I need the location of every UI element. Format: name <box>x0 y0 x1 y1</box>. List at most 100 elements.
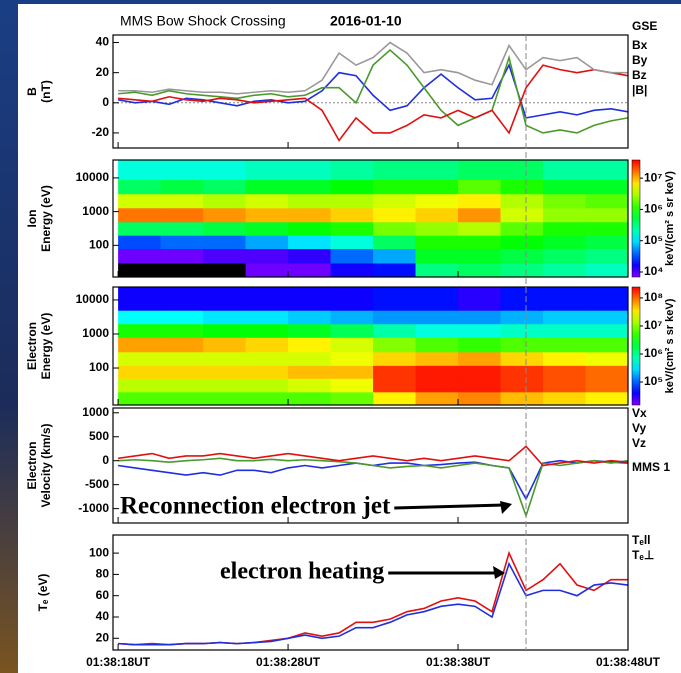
y-tick-label: -500 <box>85 477 109 491</box>
y-tick-label: 10000 <box>76 170 110 184</box>
spectrogram-cell <box>415 193 459 209</box>
spectrogram-cell <box>288 323 332 338</box>
spectrogram-cell <box>373 337 417 353</box>
spectrogram-cell <box>585 160 628 180</box>
y-tick-label: 100 <box>89 238 109 252</box>
spectrogram-cell <box>500 248 544 264</box>
spectrogram-cell <box>543 287 587 311</box>
spectrogram-cell <box>160 323 204 338</box>
spectrogram-cell <box>373 235 417 250</box>
plot-area <box>118 550 628 646</box>
spectrogram-cell <box>500 310 544 325</box>
spectrogram-cell <box>330 160 374 180</box>
spectrogram-cell <box>245 310 289 325</box>
spectrogram-cell <box>458 310 502 325</box>
spectrogram-cell <box>288 248 332 264</box>
spectrogram-cell <box>373 365 417 379</box>
plot-area <box>113 41 628 142</box>
spectrogram-cell <box>330 351 374 366</box>
spectrogram-cell <box>415 221 459 236</box>
spectrogram-cell <box>160 193 204 209</box>
spectrogram-cell <box>373 323 417 338</box>
spectrogram-cell <box>543 160 587 180</box>
legend-label: |B| <box>632 83 647 97</box>
y-axis-label: Energy (eV) <box>39 313 53 380</box>
spectrogram-cell <box>330 179 374 195</box>
spectrogram-cell <box>500 221 544 236</box>
y-axis-label: Tₑ (eV) <box>36 574 50 612</box>
spectrogram-cell <box>458 391 502 405</box>
spectrogram-cell <box>245 207 289 223</box>
y-tick-label: 1000 <box>82 405 109 419</box>
spectrogram-cell <box>203 287 247 311</box>
spectrogram-cell <box>458 323 502 338</box>
spectrogram-cell <box>543 323 587 338</box>
spectrogram-cell <box>415 235 459 250</box>
spectrogram-cell <box>500 235 544 250</box>
spectrogram-cell <box>415 378 459 393</box>
legend-label: By <box>632 53 648 67</box>
y-tick-label: 500 <box>89 429 109 443</box>
colorbar-tick-label: 10⁸ <box>644 290 663 304</box>
spectrogram-cell <box>458 365 502 379</box>
colorbar <box>631 286 641 406</box>
spectrogram-cell <box>330 391 374 405</box>
spectrogram-cell <box>245 193 289 209</box>
x-tick-label: 01:38:48UT <box>596 655 661 669</box>
series-line <box>117 63 628 119</box>
spectrogram-cell <box>458 337 502 353</box>
spectrogram-cell <box>203 365 247 379</box>
spectrogram-cell <box>373 310 417 325</box>
arrow-head <box>500 501 512 514</box>
spectrogram-cell <box>415 207 459 223</box>
spectrogram-cell <box>118 248 162 264</box>
y-tick-label: 0 <box>102 95 109 109</box>
spectrogram-cell <box>118 207 162 223</box>
series-line <box>118 457 628 519</box>
spectrogram-cell <box>330 248 374 264</box>
spectrogram-cell <box>245 221 289 236</box>
chart-title: MMS Bow Shock Crossing <box>120 13 286 29</box>
y-tick-label: 40 <box>96 609 110 623</box>
spectrogram-cell <box>330 287 374 311</box>
spectrogram-cell <box>585 248 628 264</box>
spectrogram-cell <box>458 193 502 209</box>
legend-label: Vx <box>632 406 647 420</box>
spectrogram-cell <box>288 207 332 223</box>
legend-note: MMS 1 <box>632 460 670 474</box>
spectrogram-cell <box>458 179 502 195</box>
spectrogram-cell <box>160 310 204 325</box>
colorbar-tick-label: 10⁵ <box>644 374 663 388</box>
spectrogram-cell <box>458 287 502 311</box>
spectrogram-cell <box>160 378 204 393</box>
spectrogram-cell <box>415 391 459 405</box>
spectrogram-cell <box>330 365 374 379</box>
legend-label: Tₑll <box>632 533 651 547</box>
spectrogram-cell <box>203 248 247 264</box>
spectrogram-cell <box>245 351 289 366</box>
spectrogram-cell <box>203 310 247 325</box>
plot-area <box>118 160 628 277</box>
y-axis-label: B <box>25 87 39 96</box>
spectrogram-cell <box>373 207 417 223</box>
spectrogram-cell <box>245 262 289 277</box>
series-line <box>118 41 628 95</box>
spectrogram-cell <box>245 365 289 379</box>
spectrogram-cell <box>585 262 628 277</box>
annotation-arrow <box>394 503 505 510</box>
spectrogram-cell <box>458 378 502 393</box>
spectrogram-cell <box>543 179 587 195</box>
spectrogram-cell <box>458 235 502 250</box>
spectrogram-cell <box>373 193 417 209</box>
spectrogram-cell <box>203 160 247 180</box>
spectrogram-cell <box>330 235 374 250</box>
spectrogram-cell <box>415 262 459 277</box>
spectrogram-cell <box>245 235 289 250</box>
spectrogram-cell <box>330 310 374 325</box>
colorbar-tick-label: 10⁶ <box>644 346 663 360</box>
y-tick-label: 1000 <box>82 326 109 340</box>
spectrogram-cell <box>585 207 628 223</box>
spectrogram-cell <box>543 378 587 393</box>
spectrogram-cell <box>160 179 204 195</box>
spectrogram-cell <box>288 378 332 393</box>
